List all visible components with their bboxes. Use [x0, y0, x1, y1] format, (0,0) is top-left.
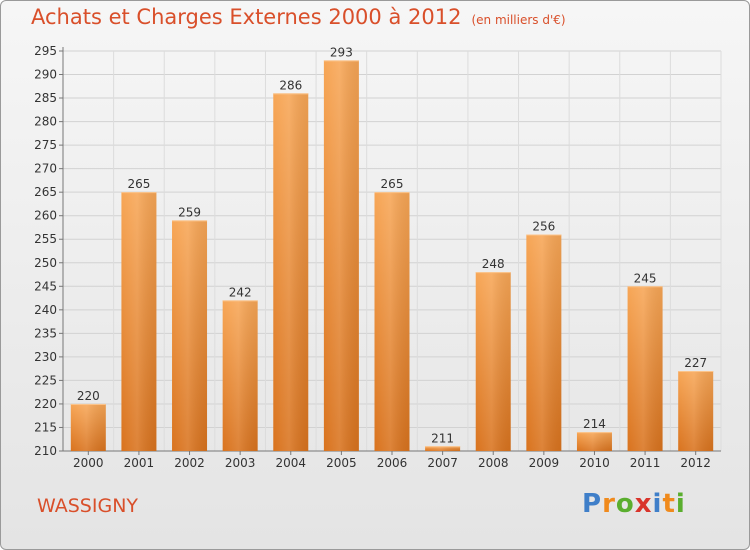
bar-shine: [576, 432, 612, 451]
proxiti-logo[interactable]: Proxiti: [582, 489, 702, 523]
chart-title-text: Achats et Charges Externes 2000 à 2012: [31, 5, 462, 29]
x-tick-label: 2006: [377, 456, 408, 470]
bar-shine: [475, 272, 511, 451]
y-tick-label: 235: [34, 326, 57, 340]
x-tick-label: 2001: [124, 456, 155, 470]
bar-shine: [526, 234, 562, 451]
x-tick-label: 2002: [174, 456, 205, 470]
x-tick-label: 2010: [579, 456, 610, 470]
y-tick-label: 255: [34, 232, 57, 246]
y-tick-label: 275: [34, 138, 57, 152]
x-tick-label: 2008: [478, 456, 509, 470]
y-tick-label: 295: [34, 44, 57, 58]
bar-shine: [627, 286, 663, 451]
y-tick-label: 220: [34, 397, 57, 411]
data-label: 220: [77, 389, 100, 403]
bar-shine: [222, 300, 258, 451]
y-tick-label: 265: [34, 185, 57, 199]
commune-name: WASSIGNY: [37, 495, 139, 517]
bar-shine: [323, 60, 359, 451]
x-tick-label: 2003: [225, 456, 256, 470]
y-tick-label: 240: [34, 303, 57, 317]
data-label: 211: [431, 431, 454, 445]
logo-letter: x: [634, 489, 653, 519]
x-tick-label: 2012: [680, 456, 711, 470]
y-tick-label: 280: [34, 115, 57, 129]
x-tick-label: 2004: [275, 456, 306, 470]
y-tick-label: 245: [34, 279, 57, 293]
data-label: 248: [482, 257, 505, 271]
y-tick-label: 270: [34, 162, 57, 176]
x-tick-label: 2009: [529, 456, 560, 470]
data-label: 227: [684, 356, 707, 370]
y-tick-label: 260: [34, 209, 57, 223]
x-tick-label: 2011: [630, 456, 661, 470]
chart-title: Achats et Charges Externes 2000 à 2012 (e…: [31, 5, 566, 29]
bars: [70, 60, 714, 452]
y-tick-label: 230: [34, 350, 57, 364]
bar-shine: [172, 220, 208, 451]
bar-shine: [374, 192, 410, 452]
y-tick-label: 225: [34, 373, 57, 387]
logo-letter: i: [675, 489, 686, 519]
data-label: 242: [229, 285, 252, 299]
data-label: 256: [532, 220, 555, 234]
logo-letter: t: [662, 489, 676, 519]
logo-letter: i: [652, 489, 663, 519]
data-label: 265: [381, 177, 404, 191]
logo-letter: o: [615, 489, 635, 519]
data-label: 245: [634, 271, 657, 285]
data-labels: 220 265 259 242 286 293 265 211 248 256 214 245 227: [77, 45, 707, 445]
chart-unit: (en milliers d'€): [471, 13, 566, 27]
data-label: 214: [583, 417, 606, 431]
x-tick-label: 2005: [326, 456, 357, 470]
data-label: 259: [178, 205, 201, 219]
y-tick-label: 215: [34, 420, 57, 434]
x-tick-label: 2000: [73, 456, 104, 470]
x-tick-label: 2007: [427, 456, 458, 470]
bar-shine: [121, 192, 157, 452]
bar-shine: [425, 446, 461, 451]
bar-shine: [273, 93, 309, 452]
y-tick-label: 250: [34, 256, 57, 270]
bar-shine: [70, 403, 106, 451]
y-tick-label: 285: [34, 91, 57, 105]
data-label: 286: [279, 78, 302, 92]
logo-letter: r: [602, 489, 616, 519]
bar-shine: [678, 371, 714, 451]
data-label: 265: [127, 177, 150, 191]
y-tick-label: 290: [34, 68, 57, 82]
data-label: 293: [330, 45, 353, 59]
logo-letter: P: [582, 489, 603, 519]
y-tick-label: 210: [34, 444, 57, 458]
axes: 210 215 220 225 230 235 240 245 250 255 260 265 270 2…: [34, 44, 721, 470]
